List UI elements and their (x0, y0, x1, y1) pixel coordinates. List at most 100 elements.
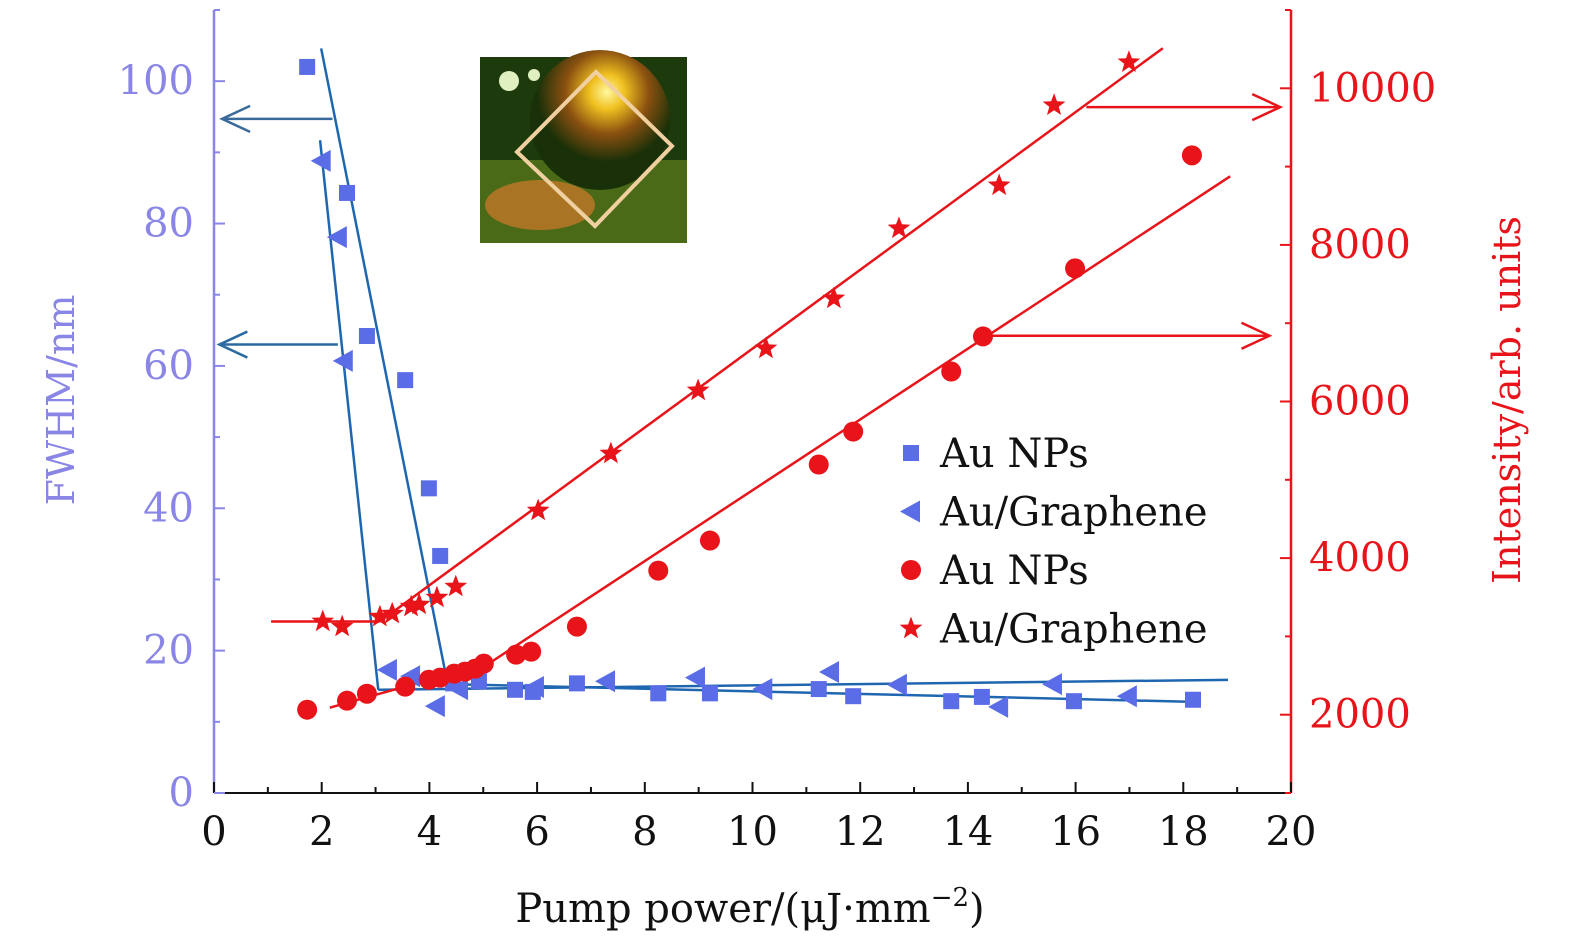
x-tick-label: 12 (835, 809, 886, 855)
data-point-star (822, 286, 846, 309)
data-point-triangle-left (424, 695, 445, 718)
y-right-tick-label: 4000 (1309, 535, 1411, 581)
data-point-star (311, 609, 335, 632)
data-point-square (701, 685, 718, 702)
data-point-star (599, 441, 623, 464)
data-point-star (425, 585, 449, 608)
x-tick-label: 14 (942, 809, 993, 855)
y-right-tick-label: 6000 (1309, 379, 1411, 425)
y-right-axis-label: Intensity/arb. units (1485, 216, 1529, 584)
data-point-star (754, 336, 778, 359)
data-point-square (358, 328, 375, 345)
y-left-tick-label: 100 (118, 58, 194, 104)
data-point-square (650, 685, 667, 702)
data-point-circle (972, 326, 993, 347)
data-point-circle (648, 560, 669, 581)
y-left-tick-label: 40 (143, 485, 194, 531)
data-point-circle (808, 454, 829, 475)
x-tick-label: 2 (309, 809, 334, 855)
data-point-circle (521, 641, 542, 662)
fit-line-triangle-left (318, 140, 380, 690)
arrow-head-icon (219, 104, 251, 134)
data-point-square (1065, 693, 1082, 710)
data-point-circle (1181, 145, 1202, 166)
y-left-tick-label: 80 (143, 201, 194, 247)
fit-line-circle (489, 175, 1231, 664)
data-point-circle (395, 676, 416, 697)
data-point-square (845, 688, 862, 705)
x-tick-label: 6 (524, 809, 549, 855)
data-point-square (943, 693, 960, 710)
data-point-triangle-left (448, 678, 469, 701)
legend-label: Au/Graphene (939, 607, 1208, 653)
data-point-circle (337, 690, 358, 711)
y-right-tick-label: 2000 (1309, 692, 1411, 738)
legend-marker-circle (901, 560, 921, 580)
data-point-square (568, 675, 585, 692)
arrow-head-icon (1240, 321, 1273, 350)
data-point-square (1184, 691, 1201, 708)
data-point-triangle-left (376, 658, 397, 681)
data-point-triangle-left (310, 149, 331, 172)
legend-label: Au NPs (939, 548, 1089, 594)
data-point-square (339, 184, 356, 201)
data-point-square (810, 681, 827, 698)
data-point-star (399, 594, 423, 617)
data-point-triangle-left (819, 660, 840, 683)
x-axis-label: Pump power/(μJ·mm−2) (515, 883, 984, 932)
legend-label: Au/Graphene (939, 490, 1208, 536)
data-point-triangle-left (400, 665, 421, 688)
data-point-circle (356, 683, 377, 704)
data-point-triangle-left (523, 675, 544, 698)
y-left-tick-label: 0 (169, 770, 194, 816)
data-point-star (330, 614, 354, 637)
data-point-triangle-left (326, 226, 347, 249)
legend-marker-triangle-left (900, 500, 920, 523)
legend: Au NPs Au/Graphene Au NPs Au/Graphene (899, 431, 1208, 653)
data-point-triangle-left (1041, 673, 1062, 696)
data-point-star (1117, 50, 1141, 72)
data-point-triangle-left (1116, 685, 1137, 708)
y-left-axis-label: FWHM/nm (39, 295, 83, 506)
data-point-triangle-left (752, 678, 773, 701)
data-point-star (1042, 93, 1066, 115)
data-point-star (526, 498, 550, 521)
data-point-circle (1065, 258, 1086, 279)
data-point-square (973, 688, 990, 705)
data-point-circle (843, 421, 864, 442)
x-tick-label: 8 (632, 809, 657, 855)
x-tick-label: 16 (1050, 809, 1101, 855)
fit-line-square (319, 48, 451, 691)
x-tick-label: 18 (1158, 809, 1209, 855)
data-point-circle (473, 653, 494, 674)
data-point-square (420, 480, 437, 497)
data-point-star (368, 604, 392, 627)
data-point-triangle-left (988, 695, 1009, 718)
data-point-circle (566, 616, 587, 637)
data-point-square (507, 681, 524, 698)
x-tick-label: 20 (1266, 809, 1317, 855)
data-point-star (887, 216, 911, 239)
x-tick-label: 4 (417, 809, 442, 855)
data-point-circle (699, 530, 720, 551)
y-left-tick-label: 60 (143, 343, 194, 389)
data-point-circle (941, 361, 962, 382)
y-left-tick-label: 20 (143, 628, 194, 674)
data-point-square (432, 547, 449, 564)
arrow-head-icon (1251, 92, 1284, 122)
data-point-triangle-left (684, 666, 705, 689)
inset-photo (480, 50, 687, 243)
data-point-triangle-left (332, 349, 353, 372)
x-tick-label: 10 (727, 809, 778, 855)
x-tick-label: 0 (201, 809, 226, 855)
data-point-star (380, 601, 404, 624)
data-point-square (397, 372, 414, 389)
data-point-circle (506, 644, 527, 665)
y-right-tick-label: 8000 (1309, 222, 1411, 268)
legend-marker-square (903, 445, 919, 461)
fit-line-star (379, 47, 1164, 623)
data-point-triangle-left (886, 673, 907, 696)
data-point-circle (297, 699, 318, 720)
